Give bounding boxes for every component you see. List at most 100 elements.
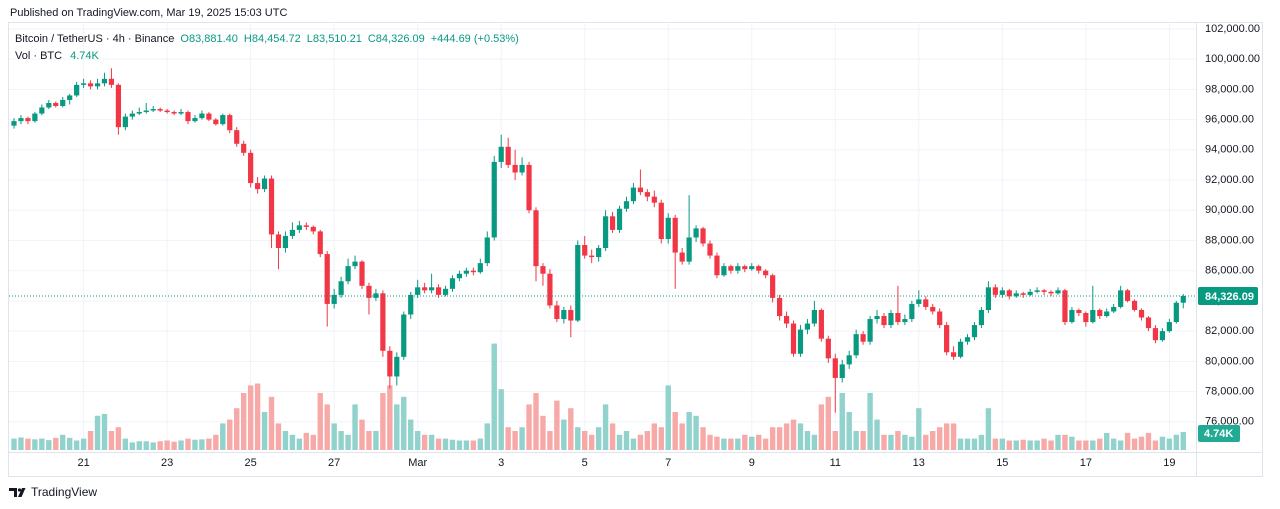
candle-body (1048, 291, 1054, 294)
volume-bar (185, 438, 191, 450)
candle-body (944, 325, 950, 353)
y-tick-label: 78,000.00 (1205, 385, 1254, 397)
volume-bar (275, 423, 282, 450)
y-tick-label: 86,000.00 (1205, 265, 1254, 277)
candle-body (477, 263, 483, 273)
last-price-tag (1198, 286, 1258, 305)
volume-bar (1027, 440, 1033, 450)
volume-bar (268, 396, 275, 450)
legend-low: L83,510.21 (307, 33, 362, 45)
volume-bar (505, 427, 511, 450)
volume-bar (832, 431, 838, 450)
volume-bar (728, 438, 734, 450)
candle-body (87, 83, 94, 87)
x-tick-label: 25 (245, 457, 257, 469)
volume-bar (735, 438, 741, 450)
candle-body (756, 266, 762, 271)
volume-bar (1013, 440, 1019, 450)
volume-bar (352, 404, 358, 450)
volume-bar (582, 431, 588, 450)
candle-body (1034, 290, 1040, 292)
volume-bar (428, 434, 435, 450)
candle-body (1069, 309, 1075, 323)
volume-bar (199, 439, 205, 450)
last-volume-label: 4.74K (1204, 428, 1233, 440)
y-tick-label: 98,000.00 (1205, 83, 1254, 95)
volume-bar (665, 385, 671, 450)
volume-bar (797, 423, 804, 450)
candle-body (1013, 293, 1019, 297)
volume-bar (686, 412, 692, 450)
candle-body (387, 350, 393, 377)
candle-body (749, 266, 755, 270)
candle-body (261, 178, 268, 190)
candle-body (275, 234, 282, 249)
x-tick-label: 9 (749, 457, 755, 469)
candle-body (1083, 312, 1089, 323)
candle-body (916, 299, 922, 304)
x-tick-label: Mar (408, 457, 427, 469)
legend-open: O83,881.40 (180, 33, 238, 45)
volume-bar (1124, 432, 1131, 450)
candle-body (18, 118, 24, 122)
candle-body (115, 84, 121, 128)
volume-bar (387, 385, 393, 450)
volume-bar (25, 438, 31, 450)
volume-bar (930, 431, 936, 450)
candle-body (53, 102, 59, 107)
volume-bar (936, 427, 943, 450)
candle-body (401, 314, 407, 357)
volume-bar (547, 431, 553, 450)
volume-bar (164, 440, 170, 450)
candle-body (470, 270, 476, 273)
volume-bar (811, 434, 818, 450)
candle-body (213, 119, 219, 125)
candle-body (630, 187, 637, 202)
y-tick-label: 100,000.00 (1205, 53, 1260, 65)
candle-body (192, 118, 198, 122)
volume-bar (554, 400, 560, 450)
volume-bar (881, 434, 887, 450)
candle-body (185, 112, 191, 122)
volume-bar (533, 393, 539, 450)
candle-body (1006, 290, 1012, 297)
volume-bar (651, 423, 658, 450)
volume-title: Vol · BTC (15, 50, 62, 62)
candle-body (603, 216, 609, 249)
candle-body (32, 113, 38, 122)
candle-body (94, 83, 101, 87)
candle-body (143, 110, 149, 113)
volume-bar (1145, 432, 1152, 450)
candle-body (39, 107, 45, 114)
volume-bar (714, 436, 720, 450)
candle-body (1090, 309, 1096, 323)
volume-bar (282, 431, 289, 450)
volume-bar (1062, 434, 1068, 450)
brand-logo: TradingView (9, 485, 97, 499)
candle-body (505, 146, 511, 165)
last-price-label: 84,326.09 (1205, 291, 1254, 303)
candle-body (978, 309, 985, 326)
candle-body (700, 228, 706, 244)
volume-bar (971, 438, 978, 450)
volume-bar (902, 434, 908, 450)
legend: Bitcoin / TetherUS · 4h · Binance O83,881… (15, 33, 519, 62)
volume-bar (846, 412, 852, 450)
candle-body (686, 237, 692, 262)
x-tick-label: 19 (1163, 457, 1175, 469)
candle-body (909, 303, 915, 320)
volume-bar (261, 412, 268, 450)
logo-icon (9, 488, 26, 497)
volume-bar (707, 434, 713, 450)
candle-body (1159, 331, 1165, 341)
candle-body (735, 266, 741, 271)
volume-bar (1138, 436, 1145, 450)
volume-bar (456, 440, 463, 450)
volume-bar (1069, 436, 1075, 450)
candle-body (547, 273, 553, 306)
candle-body (902, 319, 908, 323)
candle-body (568, 309, 574, 321)
volume-bar (978, 434, 985, 450)
volume-bar (213, 434, 219, 450)
candle-body (415, 287, 421, 295)
